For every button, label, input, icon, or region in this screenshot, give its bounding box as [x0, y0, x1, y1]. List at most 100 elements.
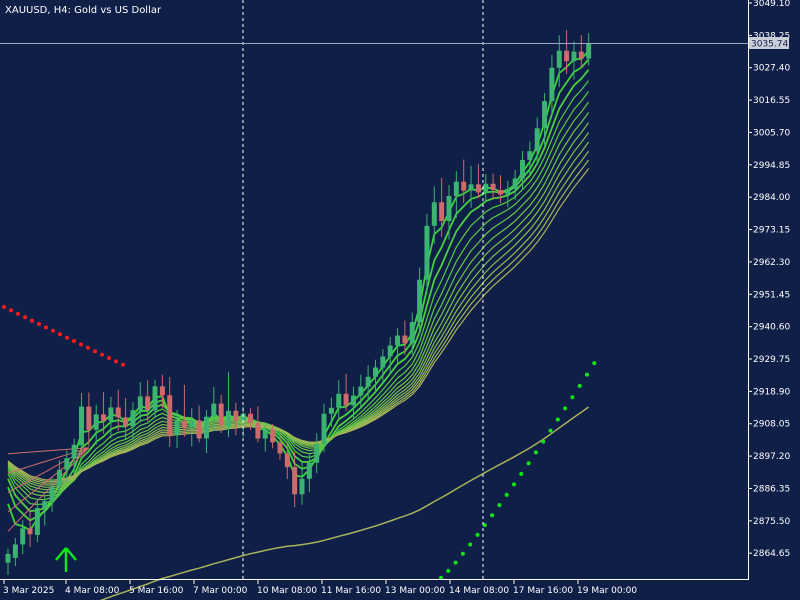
candle: [123, 397, 129, 439]
candle: [314, 433, 320, 474]
candle: [571, 41, 577, 80]
x-tick-label: 13 Mar 00:00: [385, 586, 445, 596]
candle: [483, 173, 489, 202]
candle: [145, 380, 151, 422]
candle: [358, 374, 364, 409]
sar-dot-green: [482, 523, 487, 528]
candle: [93, 404, 99, 445]
sar-dot-red: [86, 345, 90, 350]
candle: [49, 477, 55, 512]
candle: [461, 159, 467, 204]
candle: [586, 33, 592, 66]
sar-dot-red: [2, 305, 6, 309]
candle: [27, 510, 33, 548]
sar-dot-red: [30, 318, 34, 323]
current-price-label: 3035.74: [751, 40, 788, 50]
moving-average-line: [7, 80, 590, 506]
y-tick-label: 3005.70: [753, 128, 790, 138]
sar-dot-green: [504, 492, 509, 497]
y-tick-label: 2940.60: [753, 323, 790, 333]
candle: [137, 382, 143, 423]
candle: [365, 365, 371, 401]
candle: [262, 425, 268, 452]
candle: [512, 170, 518, 200]
chart-title: XAUUSD, H4: Gold vs US Dollar: [5, 5, 162, 16]
candle: [159, 374, 165, 408]
buy-arrow-icon: [55, 547, 77, 572]
candle: [402, 320, 408, 355]
y-tick-label: 2962.30: [753, 258, 790, 268]
candle: [534, 117, 540, 165]
sar-dot-green: [541, 439, 546, 444]
candle: [108, 396, 114, 439]
candle: [306, 452, 312, 493]
sar-dot-green: [453, 560, 458, 565]
long-moving-average-line: [99, 406, 590, 600]
candle: [490, 173, 496, 200]
sar-dot-red: [51, 328, 55, 333]
candle: [12, 537, 18, 567]
sar-dot-red: [79, 342, 83, 347]
sar-dot-green: [490, 513, 495, 518]
sar-dot-green: [497, 503, 502, 508]
candle: [564, 30, 570, 75]
candle: [34, 500, 40, 543]
candle: [79, 392, 84, 456]
sar-dot-green: [475, 532, 480, 537]
candle: [248, 407, 254, 430]
y-tick-label: 2908.05: [753, 420, 790, 430]
sar-dot-green: [563, 406, 568, 411]
sar-dot-red: [121, 362, 125, 367]
candle: [549, 54, 555, 116]
candle: [380, 349, 386, 384]
y-tick-label: 2973.15: [753, 226, 790, 236]
x-tick-label: 19 Mar 00:00: [577, 586, 637, 596]
sar-dot-green: [446, 568, 451, 573]
moving-average-line: [7, 112, 590, 494]
sar-dot-green: [592, 361, 597, 366]
bearish-ma-line: [7, 447, 90, 532]
candle: [203, 410, 209, 454]
y-tick-label: 3038.25: [753, 31, 790, 41]
moving-average-line: [7, 168, 590, 481]
candle: [417, 267, 423, 335]
sar-dot-green: [585, 372, 589, 377]
candle: [218, 394, 224, 434]
sar-dot-green: [468, 542, 473, 547]
candle: [431, 186, 437, 244]
sar-dot-green: [526, 461, 531, 466]
sar-dot-red: [114, 359, 118, 364]
sar-dot-red: [107, 356, 111, 360]
moving-average-ribbon: [7, 50, 590, 600]
sar-dot-red: [58, 332, 62, 337]
y-tick-label: 2929.75: [753, 355, 790, 365]
candle: [20, 520, 26, 555]
candle: [86, 392, 92, 447]
x-tick-label: 17 Mar 16:00: [513, 586, 573, 596]
x-tick-label: 5 Mar 16:00: [129, 586, 184, 596]
candle: [277, 432, 283, 460]
sar-dot-red: [16, 311, 20, 316]
sar-dot-red: [44, 325, 48, 330]
current-price-tag: 3035.74: [749, 37, 789, 50]
candle: [42, 496, 48, 526]
sar-dot-red: [9, 308, 13, 313]
y-tick-label: 3049.10: [753, 0, 790, 9]
candle: [115, 389, 121, 431]
y-tick-label: 3027.40: [753, 64, 790, 74]
moving-average-line: [7, 91, 590, 501]
moving-average-line: [7, 58, 590, 522]
sar-dot-red: [72, 339, 76, 343]
candle: [387, 337, 393, 375]
y-tick-label: 2994.85: [753, 161, 790, 171]
parabolic-sar-dots: [2, 305, 597, 580]
candle: [424, 213, 430, 294]
moving-average-line: [7, 69, 590, 513]
sar-dot-green: [519, 471, 524, 476]
candle: [350, 386, 356, 420]
candle: [292, 451, 298, 508]
x-tick-label: 14 Mar 08:00: [449, 586, 509, 596]
candle: [233, 402, 239, 436]
x-tick-label: 10 Mar 08:00: [257, 586, 317, 596]
